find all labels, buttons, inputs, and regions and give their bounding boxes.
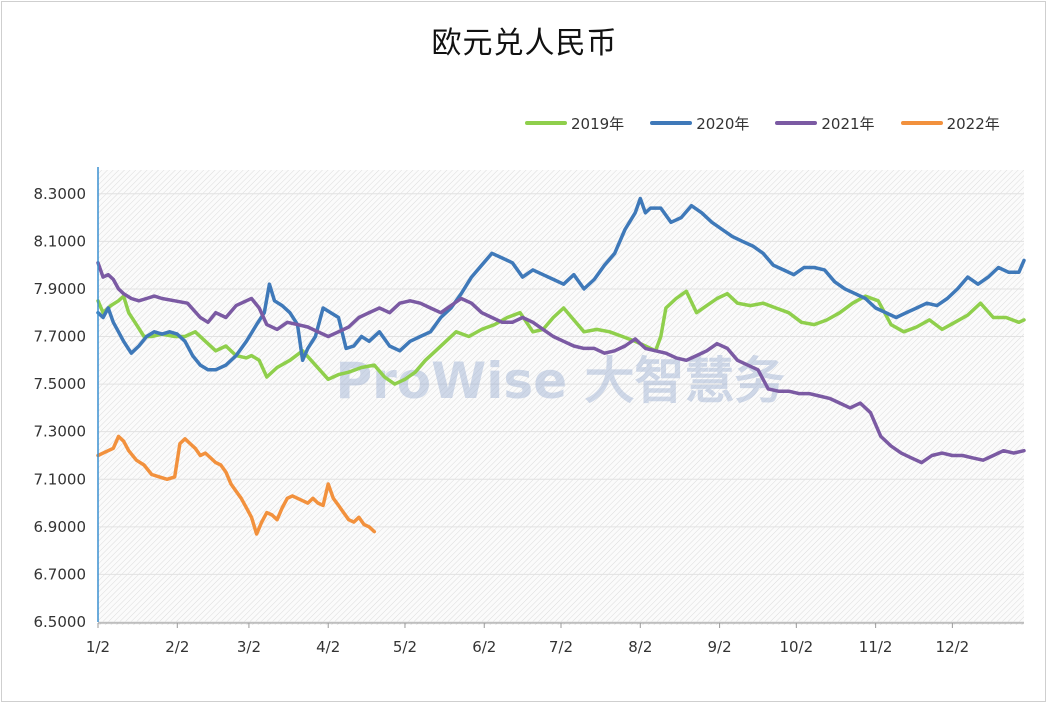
x-tick-label-9: 10/2 bbox=[779, 638, 813, 656]
y-tick-label-2: 7.9000 bbox=[34, 280, 87, 298]
x-tick-label-5: 6/2 bbox=[472, 638, 496, 656]
gridlines bbox=[98, 193, 1024, 623]
y-axis-ticks: 8.3000 8.1000 7.9000 7.7000 7.5000 7.3000 7.10… bbox=[34, 185, 87, 631]
legend-swatch-2020 bbox=[650, 121, 693, 125]
legend-item-2021: 2021年 bbox=[775, 113, 875, 134]
x-tick-label-4: 5/2 bbox=[393, 638, 417, 656]
legend-swatch-2021 bbox=[775, 121, 818, 125]
series-line-2019 bbox=[96, 289, 1026, 386]
x-tick-label-6: 7/2 bbox=[549, 638, 573, 656]
series-line-2020 bbox=[96, 196, 1026, 372]
plot-area bbox=[98, 170, 1024, 625]
series-lines bbox=[96, 196, 1026, 536]
x-tick-label-7: 8/2 bbox=[628, 638, 652, 656]
legend-label-2022: 2022年 bbox=[946, 114, 1000, 133]
y-tick-label-4: 7.5000 bbox=[34, 375, 87, 393]
y-tick-label-3: 7.7000 bbox=[34, 328, 87, 346]
legend: 2019年 2020年 2021年 2022年 bbox=[525, 111, 1026, 135]
y-tick-label-5: 7.3000 bbox=[34, 423, 87, 441]
x-axis-ticks: 1/2 2/2 3/2 4/2 5/2 6/2 7/2 8/2 9/2 10/2 11/2 12/2 bbox=[86, 623, 969, 656]
legend-label-2021: 2021年 bbox=[821, 114, 875, 133]
legend-item-2020: 2020年 bbox=[650, 113, 749, 134]
x-tick-label-3: 4/2 bbox=[316, 638, 340, 656]
legend-item-2022: 2022年 bbox=[900, 113, 1000, 134]
x-tick-label-11: 12/2 bbox=[936, 638, 970, 656]
y-tick-label-9: 6.5000 bbox=[34, 613, 87, 631]
y-tick-label-6: 7.1000 bbox=[34, 470, 87, 488]
x-tick-label-0: 1/2 bbox=[86, 638, 110, 656]
legend-swatch-2022 bbox=[900, 121, 943, 125]
legend-label-2020: 2020年 bbox=[696, 114, 750, 133]
legend-item-2019: 2019年 bbox=[525, 113, 624, 134]
legend-label-2019: 2019年 bbox=[571, 114, 625, 133]
x-tick-label-1: 2/2 bbox=[165, 638, 189, 656]
y-tick-label-1: 8.1000 bbox=[34, 232, 87, 250]
y-tick-label-8: 6.7000 bbox=[34, 565, 87, 583]
x-tick-label-8: 9/2 bbox=[708, 638, 732, 656]
series-line-2021 bbox=[96, 261, 1026, 465]
watermark: ProWise 大智慧务 bbox=[335, 352, 784, 410]
legend-swatch-2019 bbox=[525, 121, 567, 125]
series-line-2022 bbox=[96, 434, 377, 536]
x-tick-label-10: 11/2 bbox=[859, 638, 893, 656]
y-tick-label-0: 8.3000 bbox=[34, 185, 87, 203]
y-tick-label-7: 6.9000 bbox=[34, 518, 87, 536]
chart-title: 欧元兑人民币 bbox=[431, 26, 618, 61]
x-tick-label-2: 3/2 bbox=[237, 638, 261, 656]
